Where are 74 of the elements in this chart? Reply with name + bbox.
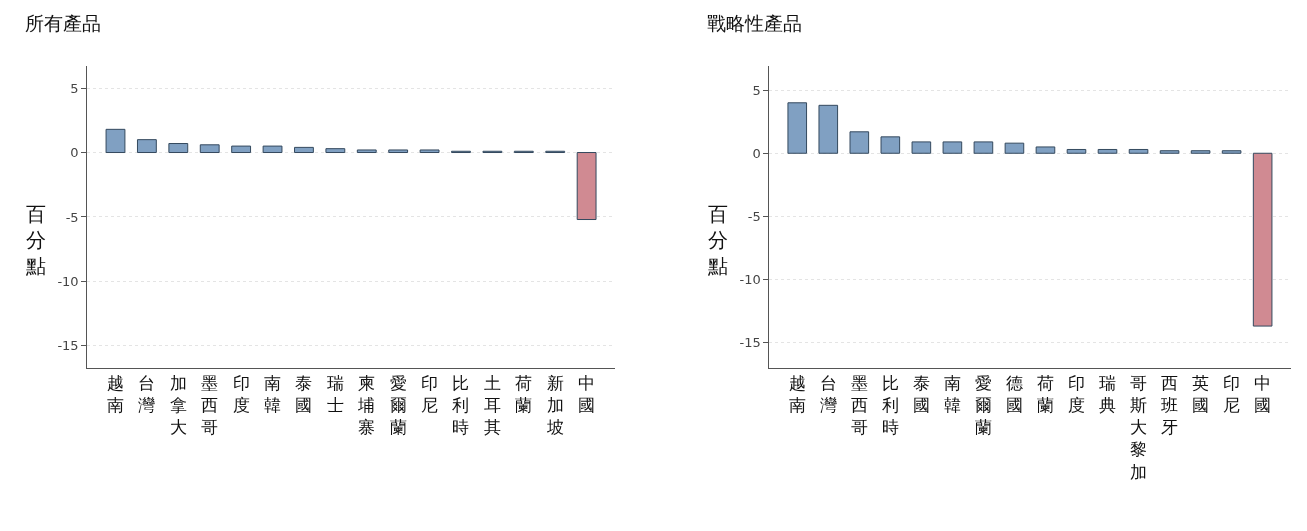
y-tick-label: -15 bbox=[739, 335, 761, 351]
x-tick-label: 中國 bbox=[578, 373, 596, 416]
bar bbox=[576, 152, 597, 221]
bar bbox=[325, 148, 346, 154]
x-tick-label: 新加坡 bbox=[545, 373, 564, 438]
x-tick-label: 柬埔寨 bbox=[357, 373, 376, 438]
x-tick-label: 墨西哥 bbox=[850, 373, 868, 438]
x-tick-label: 瑞典 bbox=[1099, 373, 1117, 416]
bar bbox=[1035, 146, 1056, 154]
bar bbox=[388, 149, 409, 154]
x-tick-label: 印尼 bbox=[421, 373, 439, 416]
x-tick-label: 越南 bbox=[788, 373, 806, 416]
bar bbox=[136, 139, 157, 154]
x-tick-label: 加拿大 bbox=[169, 373, 187, 438]
bar bbox=[1128, 148, 1149, 154]
x-tick-label: 土耳其 bbox=[483, 373, 501, 438]
y-tick-label: 0 bbox=[752, 145, 761, 161]
bar bbox=[105, 128, 126, 154]
x-tick-label: 瑞士 bbox=[326, 373, 344, 416]
bar bbox=[262, 145, 283, 154]
bar bbox=[168, 143, 189, 154]
x-tick-label: 南韓 bbox=[264, 373, 282, 416]
x-tick-label: 墨西哥 bbox=[201, 373, 219, 438]
x-tick-label: 印尼 bbox=[1223, 373, 1241, 416]
x-tick-label: 比利時 bbox=[881, 373, 899, 438]
bar bbox=[231, 145, 252, 154]
y-tick-label: 5 bbox=[752, 82, 761, 98]
bar bbox=[942, 141, 963, 154]
bar bbox=[1159, 150, 1180, 154]
chart-title: 戰略性產品 bbox=[707, 12, 802, 34]
bar bbox=[911, 141, 932, 154]
bar bbox=[199, 144, 220, 154]
y-tick-label: -5 bbox=[65, 209, 79, 225]
bar bbox=[1097, 148, 1118, 154]
x-tick-label: 泰國 bbox=[295, 373, 313, 416]
x-tick-label: 愛爾蘭 bbox=[389, 373, 407, 438]
bar bbox=[973, 141, 994, 154]
y-tick-label: -15 bbox=[57, 338, 79, 354]
x-tick-label: 越南 bbox=[106, 373, 124, 416]
y-tick-label: 0 bbox=[70, 145, 79, 161]
bar bbox=[356, 149, 377, 154]
bar bbox=[294, 146, 314, 154]
bar bbox=[818, 104, 839, 154]
x-tick-label: 泰國 bbox=[912, 373, 930, 416]
x-tick-label: 中國 bbox=[1254, 373, 1272, 416]
x-tick-label: 德國 bbox=[1005, 373, 1023, 416]
x-tick-label: 比利時 bbox=[452, 373, 470, 438]
chart-title: 所有產品 bbox=[25, 12, 101, 34]
x-tick-label: 愛爾蘭 bbox=[974, 373, 992, 438]
x-tick-label: 台灣 bbox=[138, 373, 156, 416]
y-tick-label: 5 bbox=[70, 80, 79, 96]
x-tick-label: 印度 bbox=[232, 373, 250, 416]
x-tick-label: 南韓 bbox=[943, 373, 961, 416]
x-tick-label: 台灣 bbox=[819, 373, 837, 416]
y-tick-label: -10 bbox=[57, 273, 79, 289]
x-tick-label: 印度 bbox=[1067, 373, 1085, 416]
bar bbox=[1221, 150, 1242, 154]
x-tick-label: 荷蘭 bbox=[515, 373, 533, 416]
y-tick-label: -5 bbox=[747, 208, 761, 224]
bar bbox=[880, 136, 901, 154]
x-tick-label: 哥斯大黎加 bbox=[1130, 373, 1148, 482]
y-axis-title: 百分點 bbox=[707, 202, 728, 278]
x-tick-label: 西班牙 bbox=[1161, 373, 1179, 438]
bar bbox=[787, 102, 808, 154]
y-tick-label: -10 bbox=[739, 271, 761, 287]
bar bbox=[1004, 142, 1025, 154]
bar bbox=[1190, 150, 1211, 154]
bar bbox=[849, 131, 870, 154]
y-axis-title: 百分點 bbox=[25, 202, 46, 278]
bar bbox=[1252, 152, 1273, 327]
x-tick-label: 英國 bbox=[1192, 373, 1210, 416]
x-tick-label: 荷蘭 bbox=[1036, 373, 1054, 416]
bar bbox=[419, 149, 440, 154]
bar bbox=[1066, 148, 1087, 154]
